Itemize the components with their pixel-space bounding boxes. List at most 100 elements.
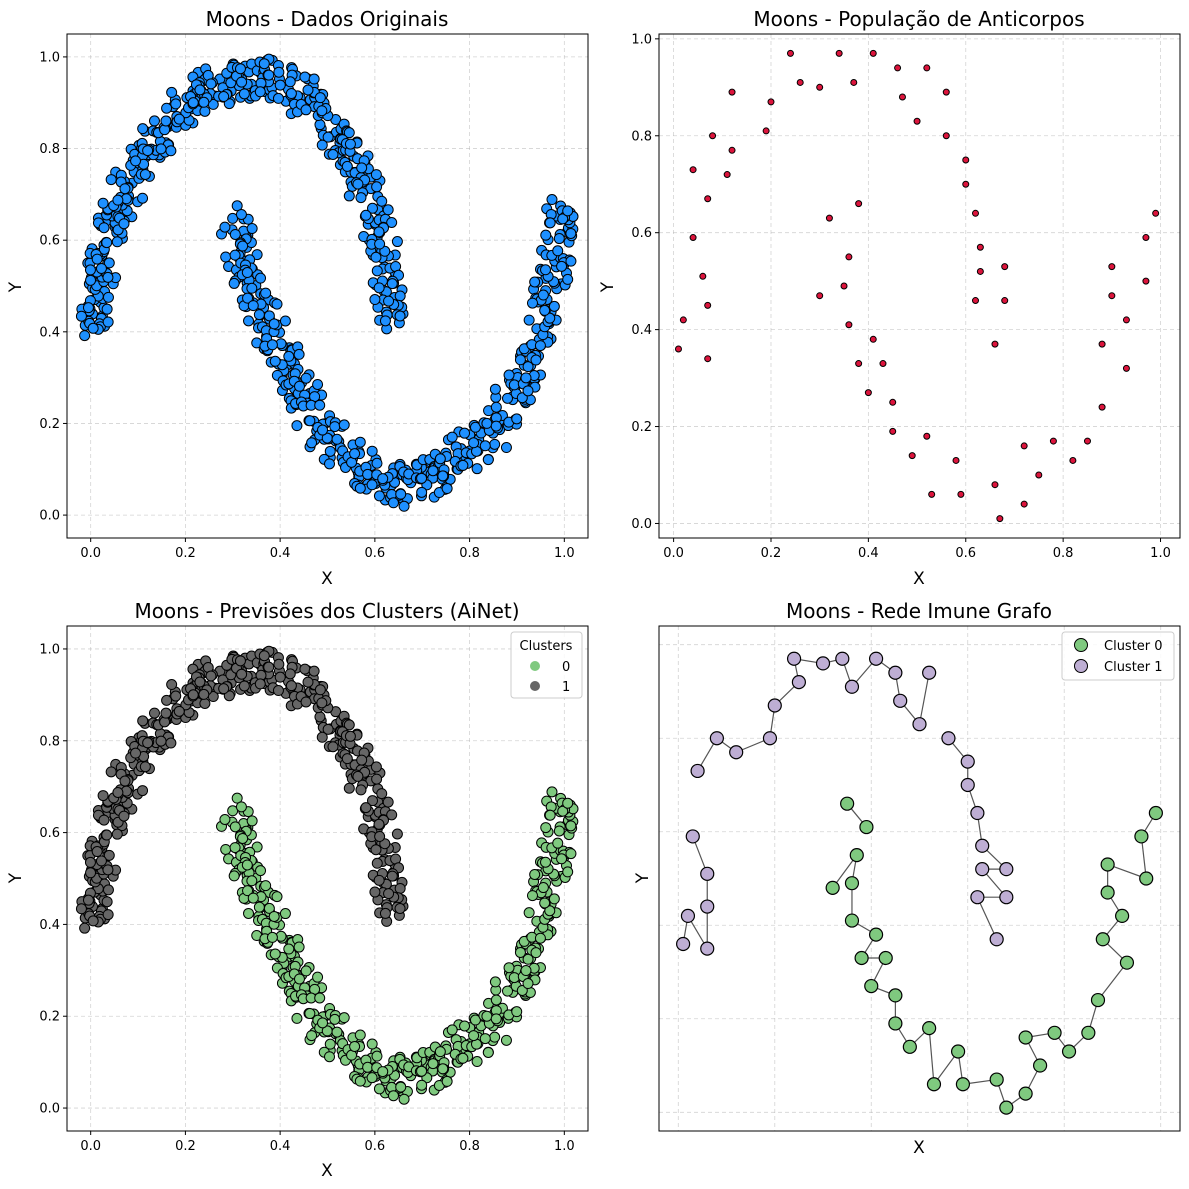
data-point (198, 96, 210, 108)
cluster-1-point (341, 753, 353, 765)
data-point (102, 271, 114, 283)
cluster-0-node (1018, 1086, 1033, 1101)
y-tick-label: 0.8 (39, 142, 60, 157)
cluster-0-point (387, 1090, 399, 1102)
antibody-point (704, 355, 712, 363)
cluster-1-node (960, 777, 975, 793)
antibody-point (869, 335, 877, 343)
cluster-0-point (271, 891, 283, 903)
cluster-0-point (293, 941, 305, 953)
cluster-0-point (457, 1052, 469, 1064)
y-axis-label: Y (6, 872, 26, 884)
cluster-0-point (511, 1006, 523, 1018)
cluster-1-point (166, 679, 178, 691)
antibody-point (816, 292, 824, 300)
cluster-0-point (469, 1014, 481, 1026)
cluster-0-node (1139, 871, 1154, 886)
cluster-0-point (503, 962, 515, 974)
cluster-1-node (729, 745, 744, 760)
data-point (371, 457, 383, 469)
antibody-point (913, 117, 921, 125)
data-point (139, 168, 151, 180)
cluster-0-point (266, 931, 278, 943)
cluster-1-point (386, 870, 398, 882)
antibody-point (962, 156, 970, 164)
data-point (291, 420, 303, 432)
data-point (82, 302, 94, 314)
antibody-point (1108, 292, 1116, 300)
cluster-1-point (370, 844, 382, 856)
cluster-1-node (960, 754, 975, 769)
antibody-point (796, 78, 804, 86)
data-point (229, 249, 241, 261)
data-point (367, 202, 379, 214)
data-point (360, 209, 372, 221)
antibody-point (674, 345, 682, 353)
x-tick-label: 0.6 (365, 1139, 386, 1154)
data-point (220, 251, 232, 263)
antibody-point (894, 64, 902, 72)
antibody-point (991, 340, 999, 348)
data-point (369, 294, 381, 306)
cluster-0-point (220, 843, 232, 855)
cluster-0-node (950, 1044, 966, 1059)
chart-title: Moons - Rede Imune Grafo (786, 599, 1052, 623)
data-point (416, 472, 428, 484)
data-point (263, 69, 275, 81)
cluster-1-point (391, 828, 403, 840)
cluster-0-node (844, 876, 860, 891)
data-point (242, 292, 254, 304)
data-point (537, 289, 549, 301)
data-point (243, 315, 255, 327)
data-point (229, 228, 241, 240)
cluster-1-point (370, 761, 382, 773)
data-point (187, 97, 199, 109)
x-tick-label: 0.2 (175, 1139, 196, 1154)
cluster-0-node (989, 1072, 1004, 1087)
data-point (302, 84, 314, 96)
data-point (329, 421, 341, 433)
cluster-1-node (888, 665, 903, 680)
data-point (235, 208, 247, 220)
data-point (374, 238, 386, 250)
cluster-1-point (327, 741, 339, 753)
x-tick-label: 0.6 (365, 546, 386, 561)
cluster-0-point (446, 1024, 458, 1036)
legend: Clusters 0 1 (510, 631, 583, 699)
cluster-0-point (366, 1072, 378, 1084)
graph-edge (1097, 962, 1128, 1001)
cluster-1-node (680, 908, 696, 924)
antibody-point (1069, 456, 1077, 464)
antibody-point (923, 64, 931, 72)
cluster-1-point (137, 785, 149, 797)
cluster-1-node (989, 932, 1004, 947)
data-point (314, 92, 326, 104)
data-point (373, 226, 385, 238)
data-point (327, 148, 339, 160)
cluster-0-point (373, 1083, 385, 1095)
data-point (317, 424, 329, 436)
cluster-0-point (544, 905, 556, 917)
data-point (539, 304, 551, 316)
x-tick-label: 0.4 (270, 1139, 291, 1154)
cluster-0-point (490, 994, 502, 1006)
cluster-1-point (102, 909, 114, 921)
cluster-1-node (700, 899, 715, 914)
data-point (371, 265, 383, 277)
cluster-1-point (314, 711, 326, 723)
cluster-0-point (354, 1029, 366, 1041)
cluster-1-point (386, 809, 398, 821)
data-point (520, 372, 532, 384)
data-point (161, 102, 173, 114)
cluster-0-node (1018, 1030, 1033, 1045)
data-point (479, 440, 491, 452)
data-point (344, 138, 356, 150)
cluster-1-point (369, 886, 381, 898)
antibody-point (942, 132, 950, 140)
data-point (387, 497, 399, 509)
cluster-1-point (160, 707, 172, 719)
data-point (482, 454, 494, 466)
x-axis-label: X (913, 1138, 925, 1158)
cluster-1-point (161, 694, 173, 706)
